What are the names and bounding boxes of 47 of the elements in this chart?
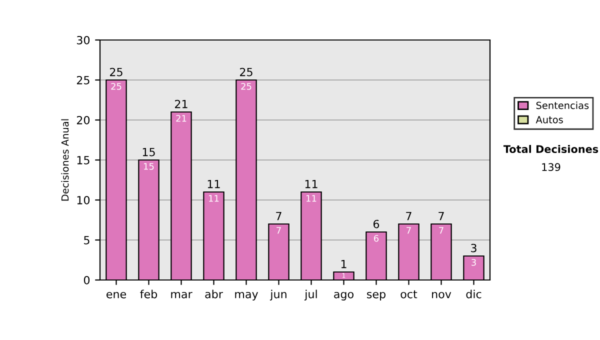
x-tick-label: mar	[171, 292, 192, 298]
data-label: 7	[439, 227, 444, 234]
total-label: 6	[373, 220, 380, 228]
y-tick-label: 10	[77, 196, 90, 204]
total-label: 15	[142, 148, 155, 156]
data-label: 25	[111, 82, 122, 90]
y-tick-label: 5	[84, 236, 90, 244]
text: 139	[542, 163, 560, 172]
total-label: 1	[341, 260, 346, 268]
x-tick-label: nov	[432, 292, 452, 298]
y-tick-label: 25	[76, 76, 90, 84]
data-label: 7	[276, 227, 281, 234]
x-tick-label: sep	[367, 292, 386, 300]
x-tick-label: abr	[205, 290, 223, 298]
data-label: 3	[472, 258, 476, 266]
total-label: 3	[471, 244, 476, 252]
y-tick-label: 20	[76, 116, 90, 124]
total-label: 25	[110, 68, 122, 76]
x-tick-label: ago	[334, 292, 354, 300]
legend-label: Sentencias	[536, 102, 589, 110]
total-label: 7	[438, 212, 444, 220]
x-tick-label: oct	[400, 290, 418, 298]
y-tick-label: 30	[76, 36, 90, 44]
text: Total Decisiones	[503, 144, 598, 154]
legend-label: Autos	[536, 116, 563, 124]
total-label: 7	[406, 212, 412, 220]
total-label: 25	[240, 68, 252, 76]
data-label: 6	[374, 234, 379, 242]
data-label: 11	[209, 195, 219, 202]
x-tick-label: may	[235, 292, 258, 300]
x-tick-label: dic	[466, 290, 482, 298]
total-label: 7	[276, 212, 282, 220]
y-tick-label: 0	[84, 276, 90, 284]
data-label: 25	[241, 82, 252, 90]
data-label: 15	[144, 163, 154, 170]
data-label: 11	[306, 195, 316, 202]
total-label: 11	[208, 180, 220, 188]
x-tick-label: feb	[140, 290, 158, 298]
y-tick-label: 15	[77, 156, 90, 164]
x-tick-label: jun	[270, 290, 286, 300]
y-axis-title: Decisiones Anual	[61, 119, 69, 201]
total-label: 21	[174, 100, 188, 108]
data-label: 7	[406, 227, 411, 234]
x-tick-label: ene	[106, 292, 126, 298]
x-tick-label: jul	[304, 290, 317, 300]
total-label: 11	[305, 180, 318, 188]
data-label: 21	[176, 114, 186, 122]
